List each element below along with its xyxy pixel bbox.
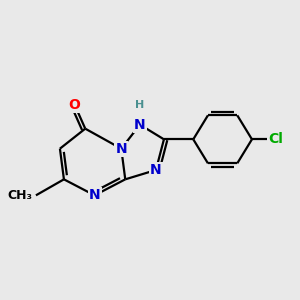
Text: H: H — [135, 100, 145, 110]
Text: N: N — [89, 188, 100, 202]
Text: Cl: Cl — [268, 132, 284, 146]
Text: N: N — [116, 142, 127, 156]
Text: N: N — [134, 118, 146, 132]
Text: CH₃: CH₃ — [7, 189, 32, 202]
Text: N: N — [150, 163, 162, 177]
Text: O: O — [69, 98, 80, 112]
